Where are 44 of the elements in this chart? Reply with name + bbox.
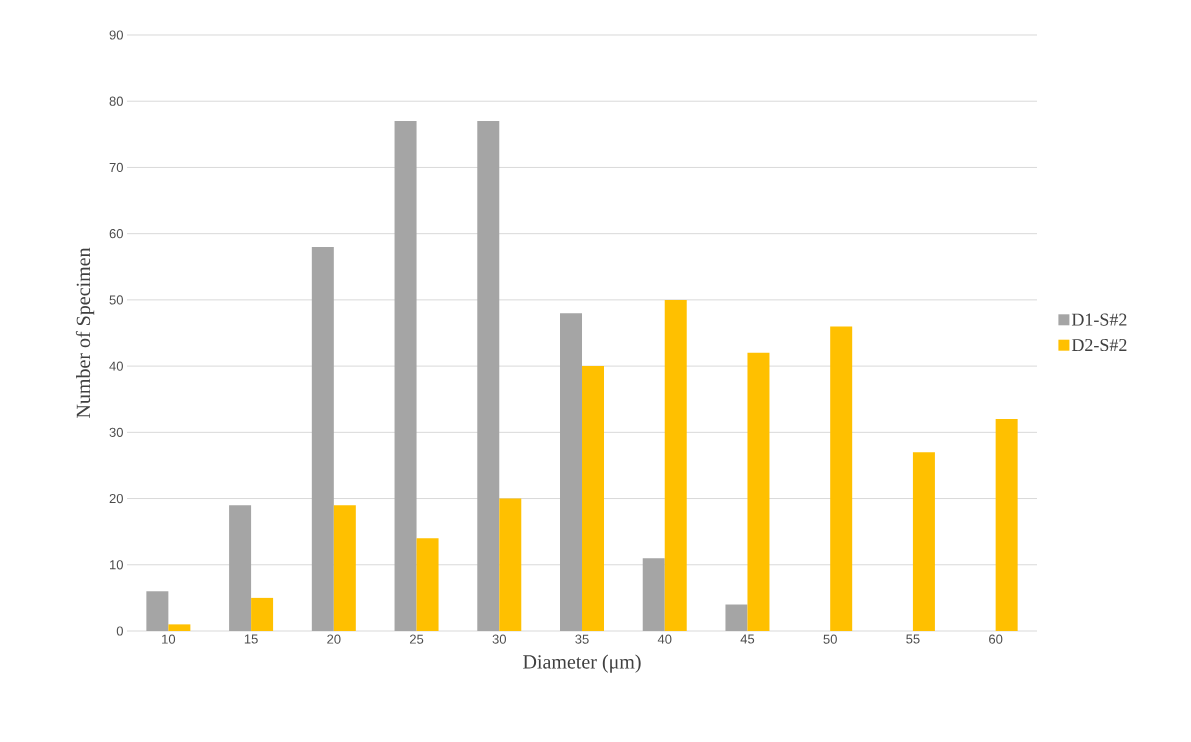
bar — [229, 505, 252, 631]
y-tick-label: 10 — [110, 560, 123, 570]
bar — [582, 366, 605, 631]
bar — [747, 352, 770, 631]
bar — [664, 299, 687, 631]
bar — [499, 498, 522, 631]
x-tick-label: 35 — [575, 634, 589, 644]
legend-label: D1-S#2 — [1071, 313, 1127, 326]
bar — [560, 313, 583, 631]
bar — [394, 121, 417, 631]
bar — [251, 597, 274, 631]
x-tick-label: 20 — [327, 634, 341, 644]
bar — [830, 326, 853, 631]
y-tick-label: 40 — [109, 361, 123, 371]
x-tick-label: 25 — [409, 634, 424, 644]
bar — [477, 121, 500, 631]
x-tick-label: 55 — [906, 634, 920, 644]
y-tick-label: 90 — [109, 30, 123, 40]
x-tick-label: 15 — [244, 634, 258, 644]
bar — [311, 246, 334, 631]
y-tick-label: 60 — [109, 229, 123, 239]
bar — [416, 538, 439, 631]
y-tick-label: 70 — [109, 162, 123, 173]
bar — [168, 624, 191, 631]
x-tick-label: 30 — [492, 634, 506, 644]
legend-label: D2-S#2 — [1071, 338, 1127, 352]
bar — [912, 452, 935, 631]
bar — [995, 419, 1018, 631]
y-tick-label: 0 — [116, 626, 123, 636]
x-axis-title: Diameter (μm) — [523, 654, 641, 673]
y-tick-label: 30 — [109, 427, 123, 437]
x-tick-label: 45 — [740, 634, 755, 644]
bar — [725, 604, 748, 631]
bar — [146, 591, 169, 631]
x-tick-label: 40 — [657, 634, 672, 644]
y-tick-label: 80 — [109, 96, 123, 106]
bar — [333, 505, 356, 631]
y-tick-label: 50 — [109, 295, 123, 305]
y-axis-title: Number of Specimen — [75, 247, 95, 418]
x-tick-label: 60 — [989, 634, 1003, 644]
bar — [642, 558, 665, 631]
x-tick-label: 10 — [162, 634, 176, 644]
y-tick-label: 20 — [109, 493, 123, 504]
x-tick-label: 50 — [823, 634, 837, 644]
